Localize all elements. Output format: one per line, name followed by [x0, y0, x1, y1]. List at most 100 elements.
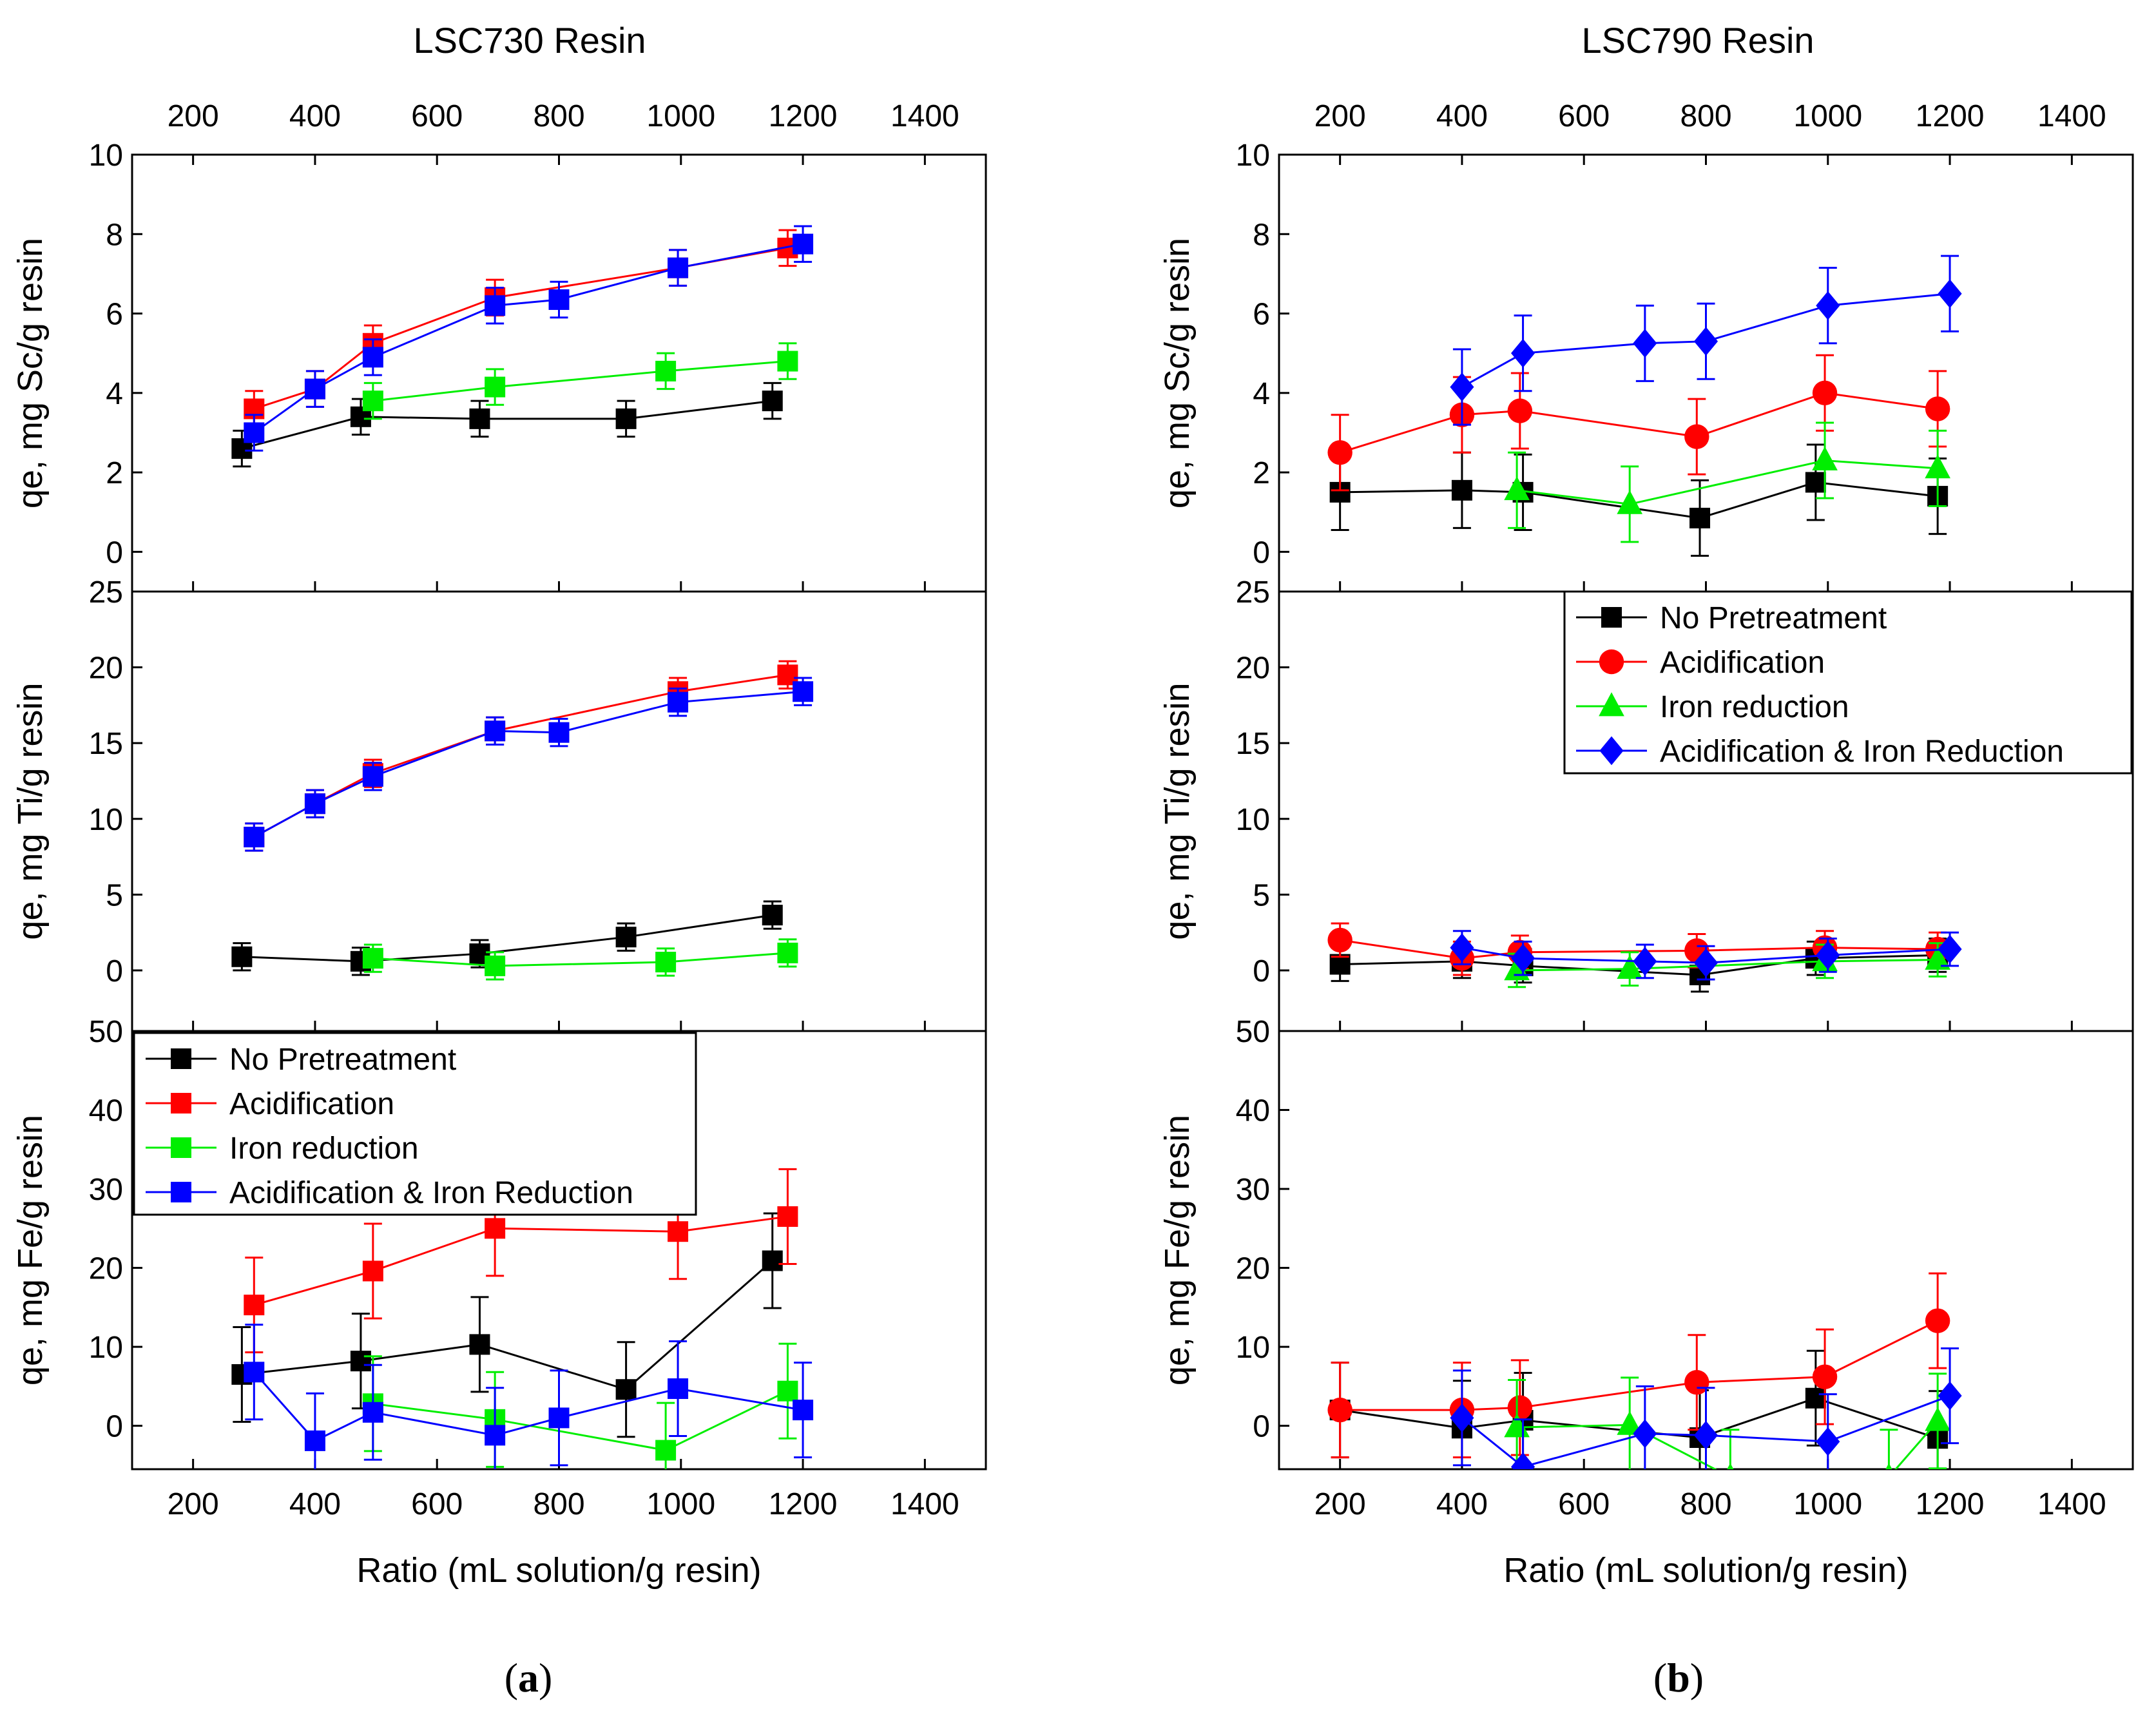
legend-label: No Pretreatment: [229, 1043, 456, 1077]
x-tick-label-top: 600: [1558, 99, 1610, 133]
data-point: [1633, 1419, 1657, 1449]
data-point: [485, 376, 506, 398]
chart-lsc730: LSC730 Resin 0 2 4 6 8 10 qe, mg Sc/g resin 0 5 10…: [11, 20, 987, 1590]
x-tick-label: 400: [1436, 1487, 1488, 1521]
x-tick-label-top: 800: [1680, 99, 1731, 133]
data-point: [244, 1295, 265, 1316]
y-axis-label: qe, mg Fe/g resin: [11, 1115, 50, 1385]
data-point: [362, 390, 383, 412]
y-tick-label: 8: [1253, 218, 1270, 252]
series-group: [1327, 255, 1962, 557]
panel-qe-mg-fe-g-resin: 0 10 20 30 40 50 qe, mg Fe/g resin: [1158, 1015, 2134, 1470]
y-tick-label: 6: [106, 298, 123, 332]
panel-qe-mg-fe-g-resin: 0 10 20 30 40 50 qe, mg Fe/g resin No Pretreatm…: [11, 1015, 987, 1470]
x-tick-label-top: 1200: [769, 99, 838, 133]
series-line: [372, 360, 788, 402]
series-group: [231, 225, 814, 468]
chart-title: LSC730 Resin: [413, 20, 646, 61]
x-tick-label: 600: [1558, 1487, 1610, 1521]
data-point: [548, 722, 570, 743]
y-tick-label: 5: [106, 878, 123, 912]
series-acidification-and-iron-reduction: [1450, 1347, 1962, 1469]
legend-marker: [171, 1137, 191, 1158]
data-point: [231, 946, 253, 967]
data-point: [1812, 446, 1838, 470]
data-point: [362, 948, 383, 969]
legend: No Pretreatment Acidification Iron reducti…: [1563, 590, 2133, 775]
data-point: [1938, 279, 1962, 309]
legend-entry-acidification: Acidification: [1576, 646, 1825, 680]
y-tick-label: 15: [89, 727, 123, 761]
x-tick-label: 600: [411, 1487, 463, 1521]
data-point: [793, 1400, 814, 1421]
x-tick-label: 800: [533, 1487, 584, 1521]
data-point: [1816, 941, 1840, 970]
data-point: [668, 1221, 689, 1242]
data-point: [362, 766, 383, 787]
data-point: [362, 347, 383, 368]
data-point: [244, 422, 265, 443]
y-tick-label: 0: [106, 535, 123, 570]
legend-label: Iron reduction: [229, 1132, 419, 1166]
y-axis-label: qe, mg Fe/g resin: [1158, 1115, 1197, 1385]
x-tick-label-top: 200: [168, 99, 219, 133]
y-axis-label: qe, mg Ti/g resin: [1158, 682, 1197, 940]
legend-label: Iron reduction: [1660, 690, 1849, 724]
y-tick-label: 25: [1236, 575, 1270, 610]
legend-marker: [171, 1093, 191, 1113]
y-tick-label: 40: [89, 1094, 123, 1128]
x-tick-label: 800: [1680, 1487, 1731, 1521]
x-tick-label: 1000: [1793, 1487, 1862, 1521]
data-point: [1327, 1397, 1352, 1423]
y-tick-label: 10: [1236, 803, 1270, 837]
data-point: [1925, 1407, 1950, 1431]
data-point: [777, 1380, 798, 1402]
data-point: [1938, 1381, 1962, 1411]
legend-box: [1563, 590, 2133, 775]
series-acidification-and-iron-reduction: [244, 225, 814, 452]
legend-entry-iron-reduction: Iron reduction: [146, 1132, 419, 1166]
data-point: [777, 1206, 798, 1227]
series-line: [1340, 392, 1938, 454]
legend-entry-acidification: Acidification: [146, 1087, 394, 1121]
data-point: [485, 295, 506, 316]
data-point: [668, 257, 689, 278]
data-point: [1633, 947, 1657, 976]
legend-entry-no-pretreatment: No Pretreatment: [146, 1043, 456, 1077]
series-no-pretreatment: [231, 381, 783, 468]
x-tick-label: 1000: [646, 1487, 715, 1521]
y-tick-label: 0: [1253, 535, 1270, 570]
x-axis-label: Ratio (mL solution/g resin): [356, 1551, 761, 1590]
data-point: [1617, 1411, 1643, 1435]
data-point: [1812, 380, 1838, 406]
data-point: [1451, 479, 1472, 501]
data-point: [668, 1378, 689, 1400]
data-point: [615, 1379, 637, 1400]
caption-b: (b): [1653, 1655, 1704, 1701]
y-tick-label: 50: [89, 1015, 123, 1049]
data-point: [304, 1430, 325, 1451]
legend-marker: [171, 1182, 191, 1202]
data-point: [1925, 945, 1950, 970]
y-tick-label: 20: [89, 1252, 123, 1286]
data-point: [615, 927, 637, 948]
data-point: [1805, 472, 1826, 493]
data-point: [1617, 954, 1643, 979]
data-point: [1617, 490, 1643, 514]
chart-lsc790: LSC790 Resin 0 2 4 6 8 10 qe, mg Sc/g resin 0 5 10…: [1158, 20, 2134, 1590]
series-line: [1340, 481, 1938, 519]
y-tick-label: 2: [106, 456, 123, 490]
series-line: [1517, 958, 1938, 972]
x-tick-label-top: 800: [533, 99, 584, 133]
data-point: [1693, 327, 1718, 356]
x-tick-label: 1200: [1916, 1487, 1985, 1521]
data-point: [548, 1407, 570, 1429]
data-point: [1511, 943, 1535, 973]
data-point: [1693, 1420, 1718, 1450]
data-point: [1504, 476, 1530, 501]
data-point: [362, 1260, 383, 1282]
y-tick-label: 30: [89, 1173, 123, 1207]
data-point: [1327, 927, 1352, 953]
data-point: [1450, 933, 1474, 963]
series-line: [1461, 293, 1950, 388]
